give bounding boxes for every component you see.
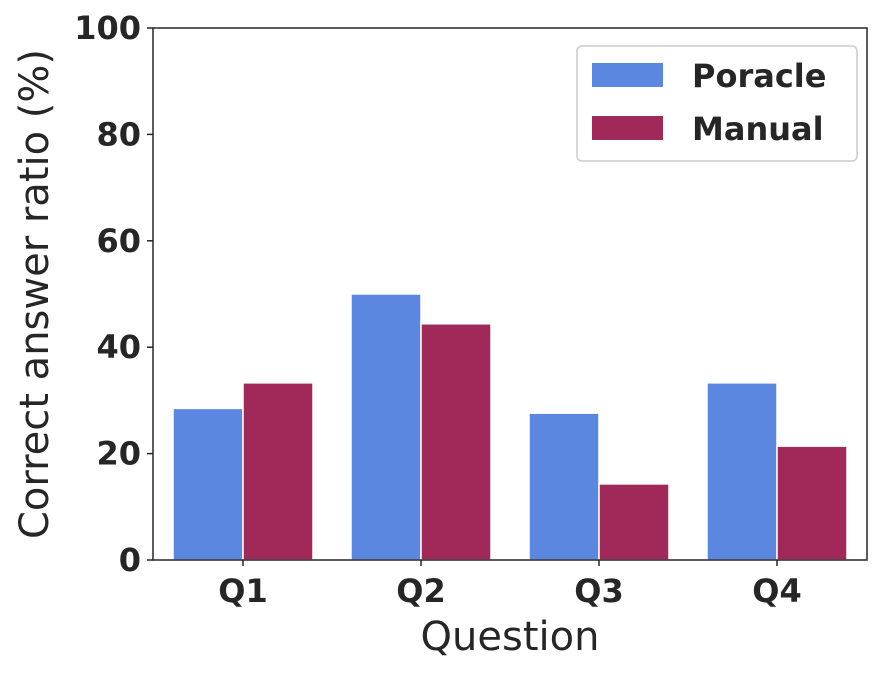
bar-manual-q1	[242, 382, 314, 561]
bar-poracle-q1	[172, 407, 244, 561]
bar-poracle-q2	[350, 293, 422, 561]
y-tick-label: 80	[96, 115, 141, 153]
plot-frame	[152, 27, 868, 561]
legend: Poracle Manual	[576, 45, 858, 162]
y-tick-label: 0	[119, 541, 141, 579]
y-tick-label: 100	[74, 9, 141, 47]
y-axis-title: Correct answer ratio (%)	[12, 49, 58, 539]
legend-label-poracle: Poracle	[692, 57, 826, 95]
y-tick-label: 60	[96, 222, 141, 260]
x-tick-label-q1: Q1	[218, 572, 267, 610]
bar-poracle-q3	[528, 412, 600, 561]
x-tick-label-q4: Q4	[752, 572, 801, 610]
y-tick-label: 40	[96, 328, 141, 366]
x-tick-label-q2: Q2	[396, 572, 445, 610]
legend-label-manual: Manual	[692, 110, 824, 148]
bar-poracle-q4	[706, 382, 778, 561]
bars-group	[172, 293, 848, 561]
x-axis-ticks: Q1 Q2 Q3 Q4	[218, 560, 802, 610]
y-tick-label: 20	[96, 435, 141, 473]
legend-swatch-poracle	[592, 63, 663, 87]
y-axis-ticks: 0 20 40 60 80 100	[74, 9, 153, 579]
bar-manual-q4	[776, 445, 848, 561]
x-tick-label-q3: Q3	[574, 572, 623, 610]
bar-manual-q3	[598, 483, 670, 561]
bar-manual-q2	[420, 323, 492, 561]
legend-swatch-manual	[592, 116, 663, 140]
x-axis-title: Question	[421, 614, 600, 660]
